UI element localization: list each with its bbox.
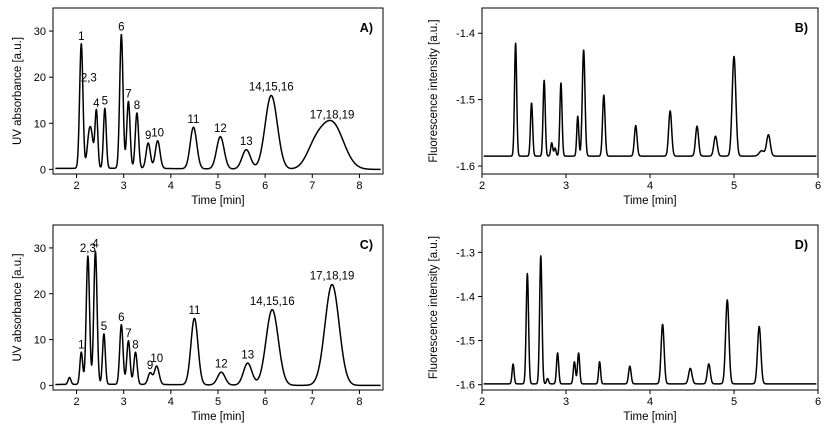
peak-label: 5 xyxy=(102,95,108,107)
y-tick-label: -1.6 xyxy=(456,380,475,392)
peak-label: 8 xyxy=(134,100,140,112)
y-axis-label: UV absorbance [a.u.] xyxy=(12,253,24,361)
x-tick-label: 8 xyxy=(356,180,362,192)
peak-label: 17,18,19 xyxy=(310,109,355,121)
chromatogram-trace xyxy=(483,255,817,385)
x-tick-label: 5 xyxy=(215,396,221,408)
peak-label: 4 xyxy=(92,239,99,251)
x-tick-label: 6 xyxy=(815,396,821,408)
peak-label: 12 xyxy=(215,359,228,371)
peak-label: 11 xyxy=(188,305,200,317)
panel-label: C) xyxy=(360,238,373,252)
peak-label: 4 xyxy=(93,98,100,110)
y-axis-label: Fluorescence intensity [a.u.] xyxy=(428,236,440,379)
x-tick-label: 3 xyxy=(121,396,127,408)
peak-label: 12 xyxy=(214,123,227,135)
panel-label: D) xyxy=(795,238,808,252)
plot-frame xyxy=(481,7,819,175)
x-tick-label: 6 xyxy=(815,180,821,192)
peak-label: 11 xyxy=(188,114,200,126)
y-tick-label: 30 xyxy=(34,243,46,255)
y-tick-label: 20 xyxy=(34,72,46,84)
x-tick-label: 4 xyxy=(647,396,653,408)
peak-label: 5 xyxy=(101,321,107,333)
y-tick-label: 30 xyxy=(34,26,46,38)
x-tick-label: 5 xyxy=(731,180,737,192)
x-tick-label: 7 xyxy=(309,180,315,192)
plot-frame xyxy=(481,224,819,391)
x-tick-label: 2 xyxy=(479,396,485,408)
y-axis-label: UV absorbance [a.u.] xyxy=(12,37,24,145)
panel-d: 2 3 4 5 6 -1.6 -1.5 -1.4 -1.3 Time [min] Fluoresce… xyxy=(428,224,821,423)
peak-label: 1 xyxy=(78,31,84,43)
peak-label: 17,18,19 xyxy=(310,271,355,283)
peak-label: 1 xyxy=(78,339,84,351)
peak-label: 8 xyxy=(132,339,138,351)
peak-label: 7 xyxy=(125,89,131,101)
y-tick-label: -1.4 xyxy=(456,28,475,40)
x-tick-label: 3 xyxy=(563,180,569,192)
y-tick-label: 10 xyxy=(34,335,46,347)
peak-label: 2,3 xyxy=(80,243,96,255)
panel-label: B) xyxy=(795,21,808,35)
peak-label: 7 xyxy=(125,328,131,340)
x-axis-label: Time [min] xyxy=(623,411,676,423)
x-axis-label: Time [min] xyxy=(191,411,244,423)
peak-label: 14,15,16 xyxy=(250,296,295,308)
x-tick-label: 5 xyxy=(215,180,221,192)
y-tick-label: -1.4 xyxy=(456,291,475,303)
x-tick-label: 4 xyxy=(647,180,653,192)
panel-label: A) xyxy=(360,21,373,35)
peak-label: 10 xyxy=(150,353,163,365)
x-tick-label: 5 xyxy=(731,396,737,408)
peak-label: 13 xyxy=(241,349,254,361)
peak-label: 10 xyxy=(151,128,164,140)
y-tick-label: -1.5 xyxy=(456,336,475,348)
peak-label: 9 xyxy=(147,360,153,372)
peak-label: 6 xyxy=(118,312,124,324)
y-tick-label: 0 xyxy=(40,164,46,176)
x-tick-label: 3 xyxy=(563,396,569,408)
chromatogram-trace xyxy=(483,42,817,157)
peak-label: 9 xyxy=(145,130,151,142)
y-tick-label: 0 xyxy=(40,380,46,392)
y-tick-label: -1.6 xyxy=(456,161,475,173)
x-tick-label: 6 xyxy=(262,396,268,408)
x-axis-label: Time [min] xyxy=(623,195,676,207)
chromatogram-trace xyxy=(54,250,382,387)
y-tick-label: 20 xyxy=(34,289,46,301)
y-tick-label: -1.5 xyxy=(456,95,475,107)
x-tick-label: 2 xyxy=(479,180,485,192)
peak-label: 13 xyxy=(240,136,253,148)
chromatogram-trace xyxy=(54,33,382,171)
x-tick-label: 7 xyxy=(309,396,315,408)
x-tick-label: 4 xyxy=(168,180,174,192)
y-axis-label: Fluorescence intensity [a.u.] xyxy=(428,19,440,162)
x-tick-label: 8 xyxy=(356,396,362,408)
x-tick-label: 4 xyxy=(168,396,174,408)
y-tick-label: 10 xyxy=(34,118,46,130)
y-tick-label: -1.3 xyxy=(456,247,475,259)
peak-label: 14,15,16 xyxy=(249,82,294,94)
panel-b: 2 3 4 5 6 -1.6 -1.5 -1.4 Time [min] Fluorescence … xyxy=(428,7,821,207)
x-axis-label: Time [min] xyxy=(191,195,244,207)
x-tick-label: 2 xyxy=(74,396,80,408)
x-tick-label: 2 xyxy=(74,180,80,192)
x-tick-label: 3 xyxy=(121,180,127,192)
x-tick-label: 6 xyxy=(262,180,268,192)
peak-label: 6 xyxy=(118,22,124,34)
peak-label: 2,3 xyxy=(81,72,97,84)
